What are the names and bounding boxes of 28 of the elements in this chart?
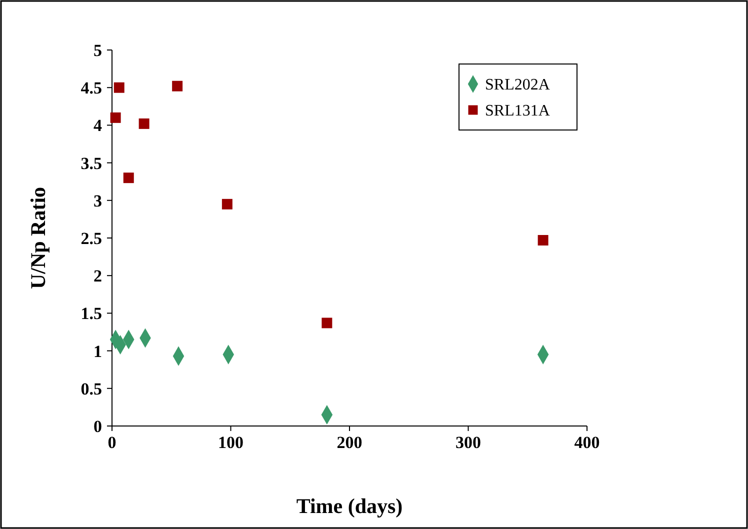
y-tick-label: 5	[94, 40, 102, 60]
point	[322, 318, 332, 328]
y-tick-label: 4	[94, 116, 102, 136]
point	[110, 112, 121, 123]
legend-label: SRL131A	[485, 102, 550, 120]
y-tick-label: 3.5	[80, 154, 102, 173]
x-tick-label: 100	[218, 433, 244, 452]
y-tick-label: 0.5	[80, 379, 102, 398]
y-axis-title: U/Np Ratio	[26, 186, 50, 290]
point	[123, 172, 134, 184]
point	[114, 82, 124, 93]
y-tick-label: 1	[94, 342, 102, 361]
x-tick-label: 200	[336, 433, 362, 452]
y-tick-label: 2.5	[80, 228, 102, 248]
point	[222, 198, 232, 210]
y-tick-label: 4.5	[80, 78, 102, 98]
y-tick-label: 3	[94, 191, 102, 210]
point	[538, 235, 548, 246]
x-tick-label: 300	[456, 433, 481, 452]
legend-label: SRL202A	[485, 76, 550, 94]
x-tick-label: 0	[108, 433, 116, 452]
x-axis-title: Time (days)	[296, 494, 403, 518]
y-tick-label: 2	[94, 266, 102, 286]
point	[138, 118, 150, 129]
x-tick-label: 400	[574, 433, 600, 452]
y-tick-label: 1.5	[80, 304, 102, 324]
y-tick-label: 0	[94, 416, 102, 436]
point	[172, 80, 183, 92]
